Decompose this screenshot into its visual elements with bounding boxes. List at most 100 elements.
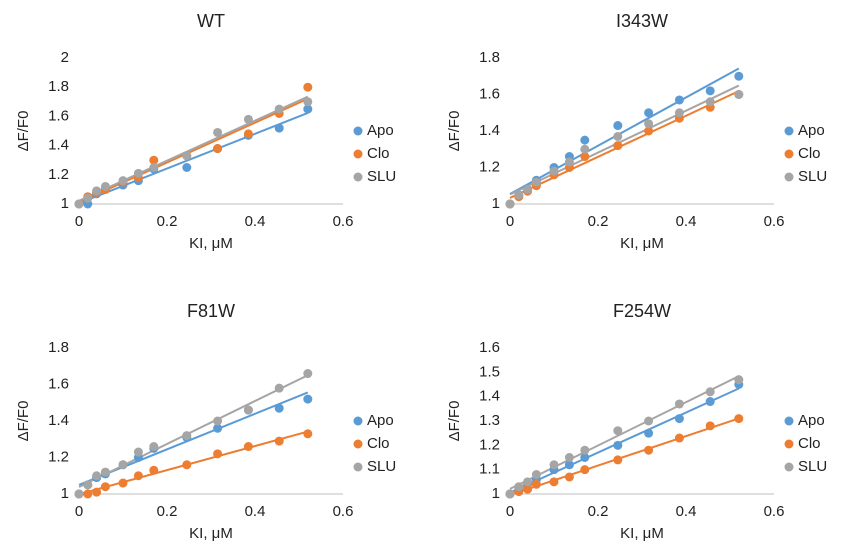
data-point xyxy=(149,465,159,475)
data-point xyxy=(549,460,559,470)
data-point xyxy=(118,176,128,186)
data-point xyxy=(213,423,223,433)
trendline xyxy=(78,97,309,204)
y-tick-label: 1.2 xyxy=(48,448,69,465)
data-point xyxy=(613,121,623,131)
data-point xyxy=(514,482,524,492)
data-point xyxy=(274,123,284,133)
trendline xyxy=(78,430,309,496)
y-tick-label: 2 xyxy=(61,49,69,66)
legend-marker xyxy=(784,439,794,449)
data-point xyxy=(118,478,128,488)
legend-marker xyxy=(353,149,363,159)
data-point xyxy=(100,467,110,477)
y-tick-label: 1.8 xyxy=(48,339,69,356)
data-point xyxy=(243,442,253,452)
data-point xyxy=(613,455,623,465)
x-tick-label: 0.4 xyxy=(245,503,266,520)
data-point xyxy=(644,416,654,426)
trendline xyxy=(509,417,740,496)
data-point xyxy=(523,484,533,494)
legend-label: Clo xyxy=(798,145,821,162)
data-point xyxy=(674,108,684,118)
trendline xyxy=(78,391,309,486)
data-point xyxy=(531,470,541,480)
chart-title: F254W xyxy=(613,301,671,321)
legend-marker xyxy=(784,416,794,426)
data-point xyxy=(303,429,313,439)
data-point xyxy=(705,387,715,397)
data-point xyxy=(303,369,313,379)
legend-label: Clo xyxy=(798,435,821,452)
x-tick-label: 0 xyxy=(506,213,514,230)
legend-marker xyxy=(784,149,794,159)
x-tick-label: 0 xyxy=(506,503,514,520)
trendline xyxy=(509,90,740,199)
x-tick-label: 0.6 xyxy=(333,213,354,230)
data-point xyxy=(531,479,541,489)
x-tick-label: 0.6 xyxy=(333,503,354,520)
data-point xyxy=(505,199,515,209)
data-point xyxy=(564,453,574,462)
legend-label: SLU xyxy=(367,458,396,475)
data-point xyxy=(705,86,715,96)
data-point xyxy=(564,472,574,482)
legend-marker xyxy=(353,416,363,426)
y-tick-label: 1.2 xyxy=(48,166,69,183)
trendline xyxy=(509,375,740,490)
y-axis-label: ΔF/F0 xyxy=(446,401,463,442)
legend-marker xyxy=(784,126,794,136)
data-point xyxy=(613,426,623,436)
x-tick-label: 0.2 xyxy=(157,503,178,520)
y-tick-label: 1.8 xyxy=(479,49,500,66)
x-axis-label: KI, μM xyxy=(620,525,664,542)
y-tick-label: 1.8 xyxy=(48,78,69,95)
data-point xyxy=(213,127,223,137)
y-tick-label: 1.4 xyxy=(48,412,69,429)
data-point xyxy=(133,471,143,481)
data-point xyxy=(549,477,559,487)
data-point xyxy=(580,453,590,462)
data-point xyxy=(644,108,654,118)
legend-label: SLU xyxy=(798,458,827,475)
data-point xyxy=(580,465,590,475)
data-point xyxy=(92,487,102,497)
y-tick-label: 1.2 xyxy=(479,436,500,453)
legend-marker xyxy=(784,172,794,182)
data-point xyxy=(182,460,192,470)
x-tick-label: 0.4 xyxy=(676,503,697,520)
y-tick-label: 1 xyxy=(61,195,69,212)
data-point xyxy=(674,399,684,409)
data-point xyxy=(149,442,159,452)
y-axis-label: ΔF/F0 xyxy=(15,401,32,442)
y-tick-label: 1.6 xyxy=(48,107,69,124)
data-point xyxy=(531,177,541,187)
chart-panel: WT 1 1.2 1.4 1.6 1.8 2 0 0.2 0.4 0.6 KI, μM ΔF/F0 Apo… xyxy=(15,11,396,252)
legend-label: Apo xyxy=(367,122,394,139)
y-tick-label: 1.4 xyxy=(479,122,500,139)
data-point xyxy=(644,126,654,136)
x-tick-label: 0.6 xyxy=(764,213,785,230)
data-point xyxy=(92,471,102,481)
data-point xyxy=(523,184,533,194)
data-point xyxy=(734,71,744,81)
data-point xyxy=(613,141,623,151)
data-point xyxy=(213,449,223,459)
trendline xyxy=(78,112,309,205)
legend-label: SLU xyxy=(367,168,396,185)
data-point xyxy=(644,428,654,438)
data-point xyxy=(303,104,313,114)
x-tick-label: 0.6 xyxy=(764,503,785,520)
legend-label: SLU xyxy=(798,168,827,185)
data-point xyxy=(674,414,684,424)
legend-marker xyxy=(353,126,363,136)
trendline xyxy=(509,387,740,494)
chart-title: F81W xyxy=(187,301,235,321)
data-point xyxy=(580,135,590,145)
y-tick-label: 1.5 xyxy=(479,363,500,380)
data-point xyxy=(705,421,715,431)
data-point xyxy=(182,431,192,441)
data-point xyxy=(74,199,84,209)
data-point xyxy=(580,144,590,154)
data-point xyxy=(133,168,143,178)
